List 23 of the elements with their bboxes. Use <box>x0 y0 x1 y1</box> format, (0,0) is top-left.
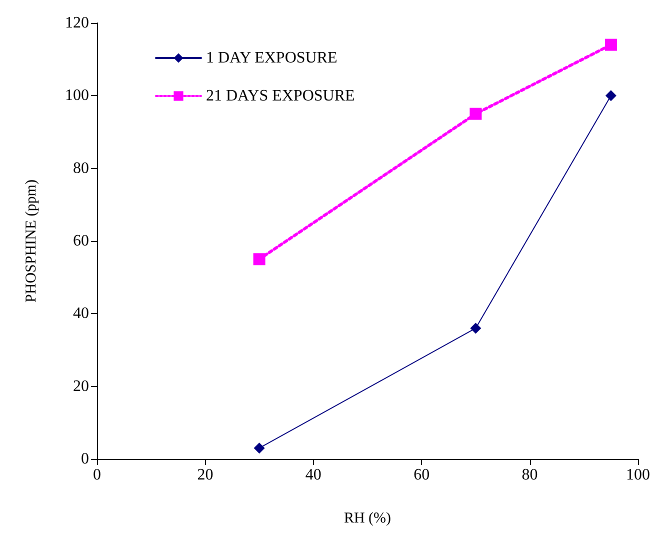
point <box>470 108 482 120</box>
y-tick-label: 40 <box>73 305 89 322</box>
y-tick-label: 80 <box>73 160 89 177</box>
x-tick-label: 0 <box>93 466 101 484</box>
y-tick-label: 60 <box>73 232 89 250</box>
point <box>605 90 616 102</box>
x-tick-label: 60 <box>414 466 430 484</box>
x-axis-title: RH (%) <box>344 510 392 526</box>
point <box>254 442 265 454</box>
point <box>253 253 266 266</box>
y-tick-label: 120 <box>65 14 89 32</box>
y-tick-label: 0 <box>81 450 89 468</box>
x-tick-label: 80 <box>522 466 538 484</box>
y-tick-label: 20 <box>73 378 89 395</box>
legend-label: 1 DAY EXPOSURE <box>206 50 338 66</box>
y-axis-title: PHOSPHINE (ppm) <box>24 180 40 302</box>
point <box>604 38 617 51</box>
y-tick-label: 100 <box>65 87 89 104</box>
x-tick-label: 20 <box>197 466 214 484</box>
legend-label: 21 DAYS EXPOSURE <box>206 88 355 104</box>
x-tick-label: 100 <box>626 466 650 484</box>
x-tick-label: 40 <box>305 466 322 484</box>
point <box>470 322 482 334</box>
